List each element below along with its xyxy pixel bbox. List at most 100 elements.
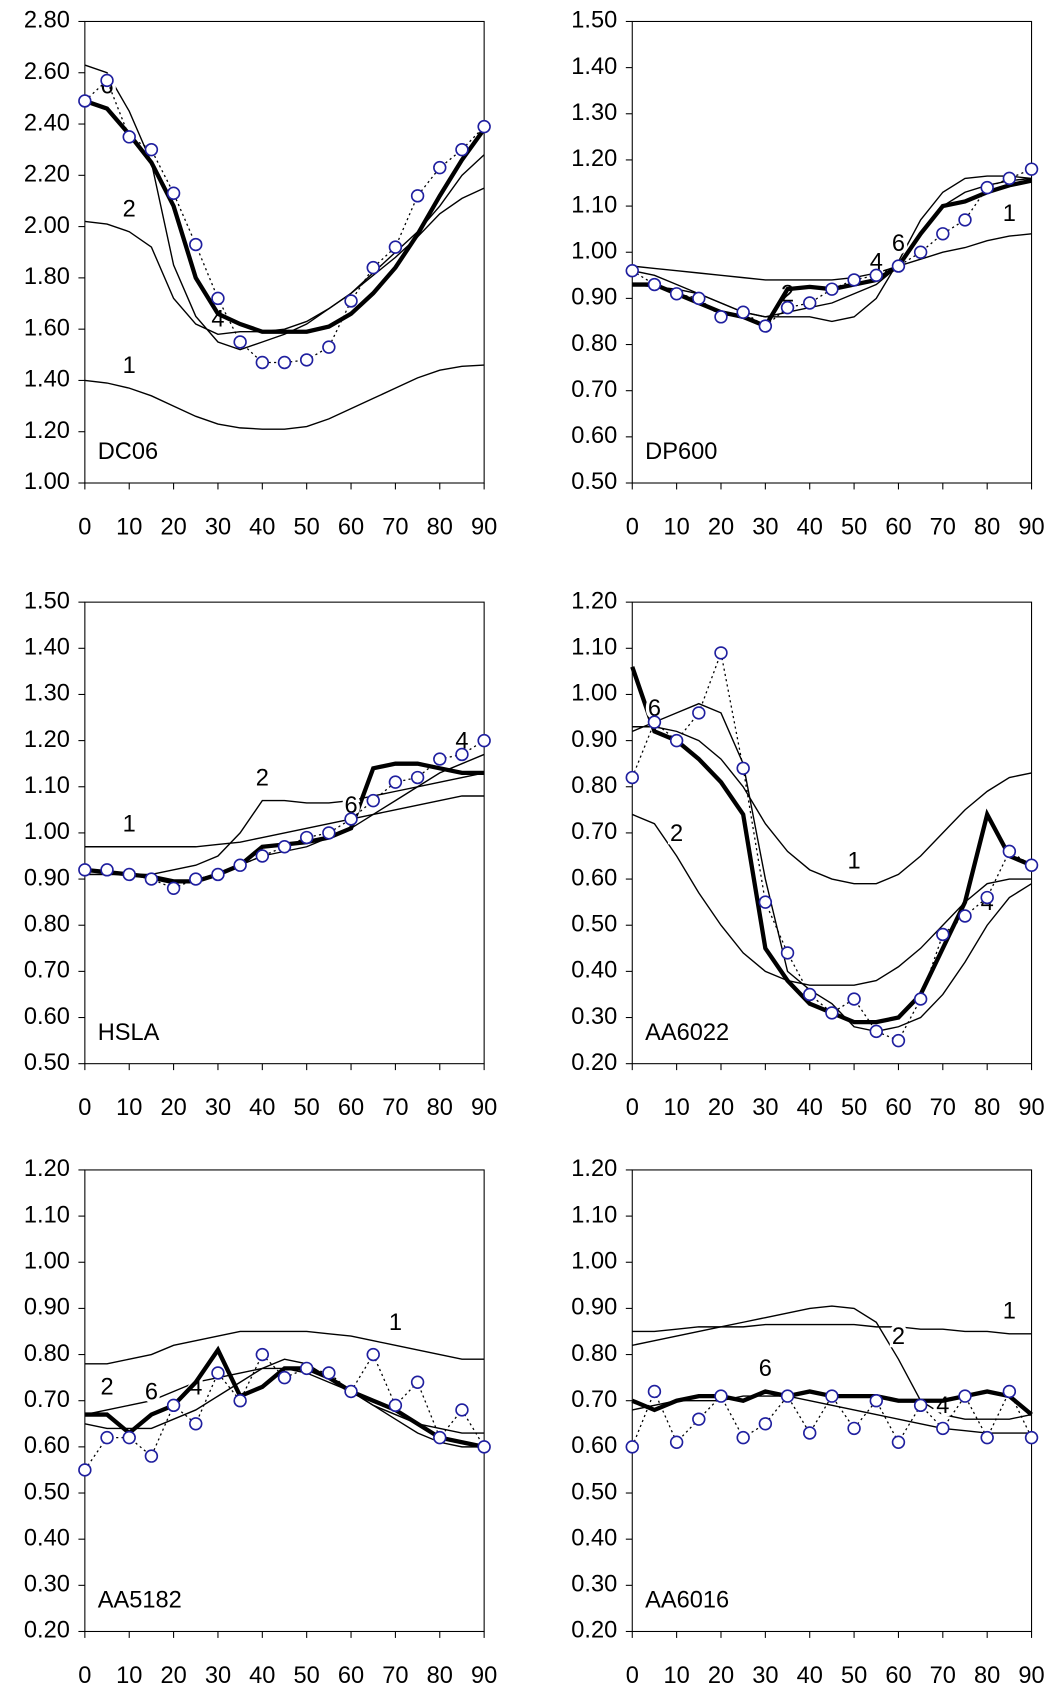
data-point: [322, 826, 336, 840]
x-tick-label: 70: [382, 514, 408, 540]
data-point: [144, 142, 159, 157]
data-point: [714, 646, 728, 660]
data-point: [736, 305, 750, 319]
y-tick-label: 0.60: [571, 1433, 617, 1459]
data-point: [936, 1421, 950, 1436]
x-tick-label: 20: [708, 1663, 734, 1683]
model-curve: [632, 1305, 1032, 1420]
data-point: [233, 335, 247, 349]
data-point: [366, 1347, 380, 1362]
data-point: [758, 895, 773, 909]
data-point: [366, 793, 380, 808]
x-tick-label: 40: [797, 1095, 823, 1121]
x-tick-label: 70: [930, 1095, 956, 1121]
data-point: [233, 858, 247, 872]
data-point: [299, 830, 314, 845]
data-point: [669, 1435, 684, 1449]
data-point: [455, 142, 469, 157]
data-point: [647, 1384, 662, 1399]
y-tick-label: 0.70: [571, 819, 617, 845]
data-point: [410, 189, 425, 203]
x-tick-label: 70: [930, 514, 956, 540]
y-tick-label: 0.50: [24, 1050, 70, 1076]
data-connector: [84, 740, 485, 889]
x-tick-label: 0: [78, 1663, 91, 1683]
y-tick-label: 2.00: [24, 213, 70, 239]
model-curve: [630, 666, 1033, 1025]
model-curve: [84, 772, 485, 876]
model-curve: [84, 1330, 485, 1365]
data-point: [625, 263, 639, 278]
y-tick-label: 1.80: [24, 264, 70, 290]
x-tick-label: 30: [752, 1663, 778, 1683]
y-tick-label: 1.20: [571, 1156, 617, 1182]
x-tick-label: 50: [841, 1663, 867, 1683]
curve-label: 1: [848, 848, 861, 874]
panel-label: AA6016: [645, 1588, 729, 1614]
x-tick-label: 10: [663, 1095, 689, 1121]
x-tick-label: 90: [1018, 1663, 1044, 1683]
y-tick-label: 0.70: [24, 958, 70, 984]
data-point: [1024, 1430, 1039, 1445]
y-tick-label: 1.20: [24, 1156, 70, 1182]
data-point: [980, 1430, 994, 1445]
curve-label: 1: [123, 353, 136, 379]
data-point: [388, 775, 403, 789]
curve-label: 2: [256, 765, 269, 791]
data-point: [847, 273, 861, 287]
y-tick-label: 0.60: [571, 865, 617, 891]
data-point: [122, 867, 136, 882]
curve-label: 2: [123, 196, 136, 222]
curve-label: 6: [344, 793, 357, 819]
y-tick-label: 0.90: [571, 285, 617, 311]
data-point: [255, 355, 270, 370]
data-point: [78, 863, 92, 877]
data-point: [233, 1394, 247, 1408]
data-point: [714, 1389, 728, 1403]
data-point: [299, 1361, 314, 1376]
data-point: [980, 180, 994, 195]
y-tick-label: 0.90: [24, 1295, 70, 1321]
x-tick-label: 30: [205, 1663, 231, 1683]
y-tick-label: 0.20: [24, 1618, 70, 1644]
data-connector: [631, 650, 1032, 1042]
x-tick-label: 70: [382, 1663, 408, 1683]
y-tick-label: 0.50: [571, 911, 617, 937]
data-point: [891, 1033, 906, 1048]
y-tick-label: 1.00: [571, 238, 617, 264]
y-tick-label: 0.80: [24, 911, 70, 937]
y-tick-label: 0.50: [24, 1479, 70, 1505]
data-point: [477, 1440, 491, 1454]
data-point: [913, 1398, 928, 1413]
x-tick-label: 0: [78, 514, 91, 540]
data-point: [692, 1412, 706, 1426]
y-tick-label: 0.90: [571, 727, 617, 753]
curve-label: 6: [145, 1379, 158, 1405]
data-point: [692, 291, 706, 306]
y-tick-label: 0.40: [571, 958, 617, 984]
x-tick-label: 20: [160, 1663, 186, 1683]
x-tick-label: 90: [471, 1663, 497, 1683]
data-point: [758, 1417, 773, 1431]
y-tick-label: 0.30: [571, 1572, 617, 1598]
y-tick-label: 1.30: [24, 681, 70, 707]
y-tick-label: 0.80: [571, 1341, 617, 1367]
y-tick-label: 1.10: [571, 192, 617, 218]
x-tick-label: 10: [116, 1663, 142, 1683]
data-point: [78, 1463, 92, 1477]
data-point: [669, 733, 684, 748]
data-point: [1002, 844, 1017, 859]
data-point: [1024, 162, 1039, 176]
x-tick-label: 50: [841, 514, 867, 540]
data-point: [825, 1006, 839, 1020]
data-point: [625, 770, 639, 785]
x-tick-label: 90: [1018, 514, 1044, 540]
curve-label: 1: [389, 1310, 402, 1336]
x-tick-label: 40: [249, 1663, 275, 1683]
data-point: [736, 761, 750, 776]
data-point: [211, 1366, 225, 1380]
data-point: [144, 872, 159, 886]
data-point: [958, 1389, 972, 1403]
model-curve: [84, 761, 485, 884]
